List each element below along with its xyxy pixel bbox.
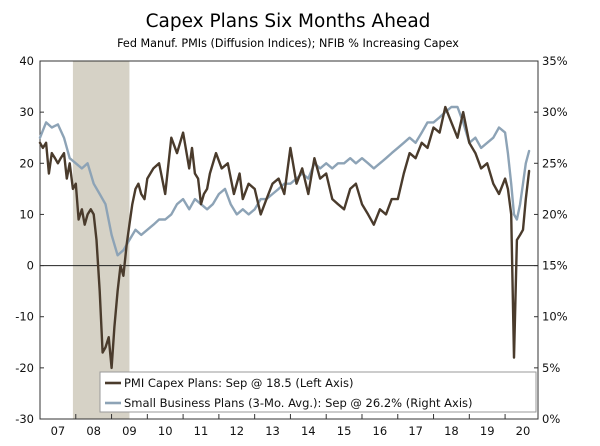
x-axis-tick-label: 13	[265, 424, 280, 438]
right-axis-tick-label: 15%	[542, 259, 568, 273]
x-axis-tick-label: 10	[158, 424, 173, 438]
x-axis-tick-label: 16	[373, 424, 388, 438]
right-axis-tick-label: 10%	[542, 310, 568, 324]
plot-frame	[39, 60, 539, 420]
x-axis-tick-label: 14	[301, 424, 316, 438]
x-axis-tick-label: 18	[444, 424, 459, 438]
right-axis-tick-label: 25%	[542, 156, 568, 170]
right-axis-tick-label: 5%	[542, 361, 560, 375]
right-axis-tick-label: 30%	[542, 105, 568, 119]
x-axis-tick-label: 15	[337, 424, 352, 438]
left-axis-tick-label: -20	[15, 361, 34, 375]
right-axis-tick-label: 35%	[542, 54, 568, 68]
right-axis-tick-label: 20%	[542, 207, 568, 221]
series-line-pmi-capex	[38, 105, 531, 370]
legend-box	[99, 371, 537, 413]
left-axis-tick-label: 20	[19, 156, 34, 170]
x-axis-tick-label: 19	[480, 424, 495, 438]
x-axis-tick-label: 11	[194, 424, 209, 438]
chart-title: Capex Plans Six Months Ahead	[146, 11, 431, 32]
x-axis-tick-label: 09	[122, 424, 137, 438]
left-axis-tick-label: -30	[15, 412, 34, 426]
left-axis-tick-label: 10	[19, 207, 34, 221]
chart-subtitle: Fed Manuf. PMIs (Diffusion Indices); NFI…	[117, 37, 459, 50]
recession-shading	[72, 61, 130, 419]
left-axis-tick-label: 30	[19, 105, 34, 119]
left-axis-tick-label: 0	[27, 259, 34, 273]
x-axis-tick-label: 08	[86, 424, 101, 438]
legend-label: PMI Capex Plans: Sep @ 18.5 (Left Axis)	[124, 376, 353, 390]
legend-label: Small Business Plans (3-Mo. Avg.): Sep @…	[124, 396, 473, 410]
x-axis-tick-label: 20	[516, 424, 531, 438]
x-axis-tick-label: 17	[408, 424, 423, 438]
right-axis-tick-label: 0%	[542, 412, 560, 426]
x-axis-tick-label: 07	[51, 424, 66, 438]
left-axis-tick-label: -10	[15, 310, 34, 324]
left-axis-tick-label: 40	[19, 54, 34, 68]
x-axis-tick-label: 12	[229, 424, 244, 438]
